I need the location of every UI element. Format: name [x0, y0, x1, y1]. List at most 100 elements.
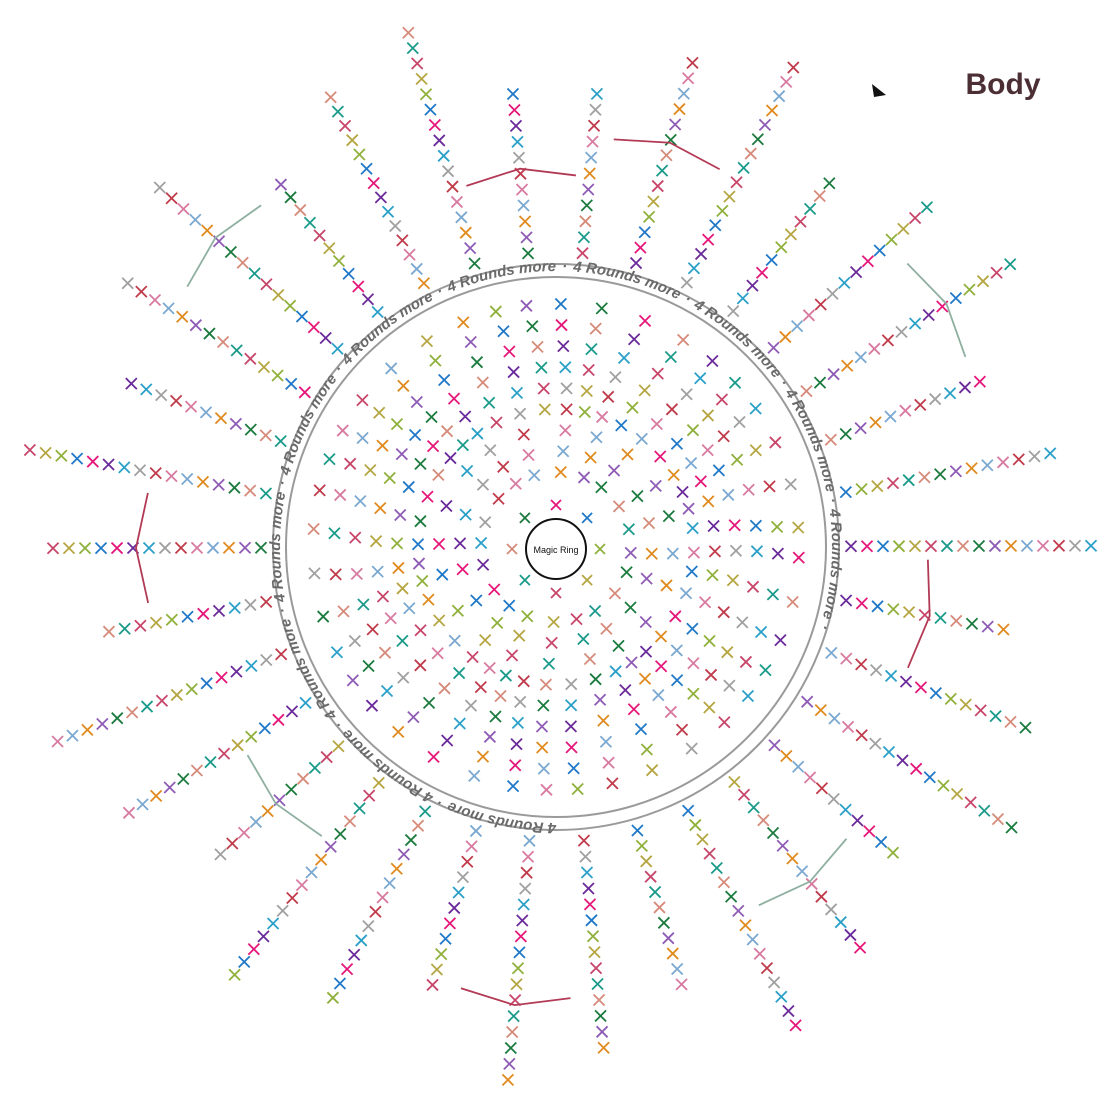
stitch	[595, 410, 609, 424]
stitch	[430, 963, 444, 976]
stitch	[515, 183, 529, 196]
stitch	[1005, 821, 1018, 834]
stitch	[834, 916, 847, 929]
stitch	[134, 619, 147, 632]
stitch	[540, 783, 553, 796]
stitch	[356, 431, 369, 445]
stitch	[640, 743, 654, 756]
stitch	[457, 316, 470, 329]
stitch	[786, 595, 799, 609]
stitch	[685, 742, 698, 755]
stitch	[111, 712, 124, 725]
stitch	[542, 657, 556, 670]
stitch	[638, 384, 651, 397]
stitch	[617, 351, 631, 365]
stitch	[758, 118, 772, 132]
stitch	[424, 103, 437, 116]
stitch	[484, 444, 497, 457]
stitch	[431, 647, 444, 660]
stitch	[567, 762, 580, 775]
stitch	[640, 572, 653, 585]
stitch	[200, 677, 213, 690]
stitch	[489, 305, 502, 318]
stitch	[417, 277, 431, 290]
stitch	[583, 652, 597, 666]
stitch	[407, 710, 420, 724]
stitch	[229, 417, 243, 430]
stitch	[260, 278, 273, 291]
stitch	[727, 305, 740, 318]
stitch	[1036, 539, 1050, 552]
stitch	[303, 216, 317, 229]
stitch	[313, 229, 326, 242]
stitch	[162, 302, 175, 315]
stitch	[591, 977, 604, 991]
stitch	[582, 183, 595, 196]
stitch	[86, 455, 99, 468]
stitch	[642, 516, 656, 530]
stitch	[259, 429, 272, 442]
stitch	[521, 850, 535, 863]
stitch	[965, 462, 978, 475]
stitch	[687, 657, 700, 670]
stitch	[305, 866, 318, 879]
stitch	[976, 275, 990, 288]
stitch	[374, 501, 387, 515]
stitch	[140, 383, 153, 396]
stitch	[456, 563, 469, 576]
stitch	[841, 359, 854, 372]
stitch	[651, 367, 664, 380]
stitch	[580, 866, 594, 879]
stitch	[1004, 258, 1017, 271]
stitch	[1012, 453, 1025, 466]
stitch	[332, 254, 346, 268]
stitch	[461, 855, 474, 868]
stitch	[483, 661, 496, 675]
stitch	[353, 148, 366, 161]
stitch	[626, 401, 639, 414]
stitch	[443, 917, 457, 930]
stitch	[397, 379, 410, 392]
stitch	[774, 634, 787, 647]
stitch	[759, 664, 772, 677]
stitch	[450, 195, 464, 209]
stitch	[517, 898, 530, 911]
stitch	[385, 362, 398, 375]
stitch	[446, 180, 459, 193]
stitch	[886, 477, 900, 490]
stitch	[125, 377, 138, 390]
stitch	[501, 1073, 515, 1086]
stitch	[779, 330, 792, 344]
stitch	[476, 750, 490, 763]
stitch	[491, 616, 504, 630]
stitch	[625, 656, 638, 669]
stitch	[320, 750, 333, 764]
stitch	[155, 389, 168, 402]
stitch	[390, 862, 403, 875]
stitch	[257, 360, 271, 374]
stitch	[517, 675, 530, 688]
stitch	[767, 976, 781, 989]
stitch	[497, 325, 510, 338]
ring-separator: ·	[274, 479, 292, 488]
stitch	[923, 771, 936, 784]
stitch	[654, 450, 667, 463]
stitch	[334, 827, 347, 841]
stitch	[483, 730, 497, 743]
stitch	[885, 233, 898, 246]
stitch	[687, 687, 700, 700]
stitch	[295, 310, 309, 323]
stitch	[177, 202, 190, 216]
stitch	[694, 475, 707, 488]
stitch	[526, 320, 539, 333]
stitch	[824, 903, 838, 916]
stitch	[815, 890, 828, 903]
stitch	[972, 539, 986, 553]
stitch	[376, 891, 389, 904]
stitch	[634, 723, 648, 736]
stitch	[468, 257, 481, 270]
stitch	[453, 717, 466, 730]
stitch	[497, 460, 510, 473]
stitch	[709, 219, 722, 232]
stitch	[706, 354, 719, 368]
